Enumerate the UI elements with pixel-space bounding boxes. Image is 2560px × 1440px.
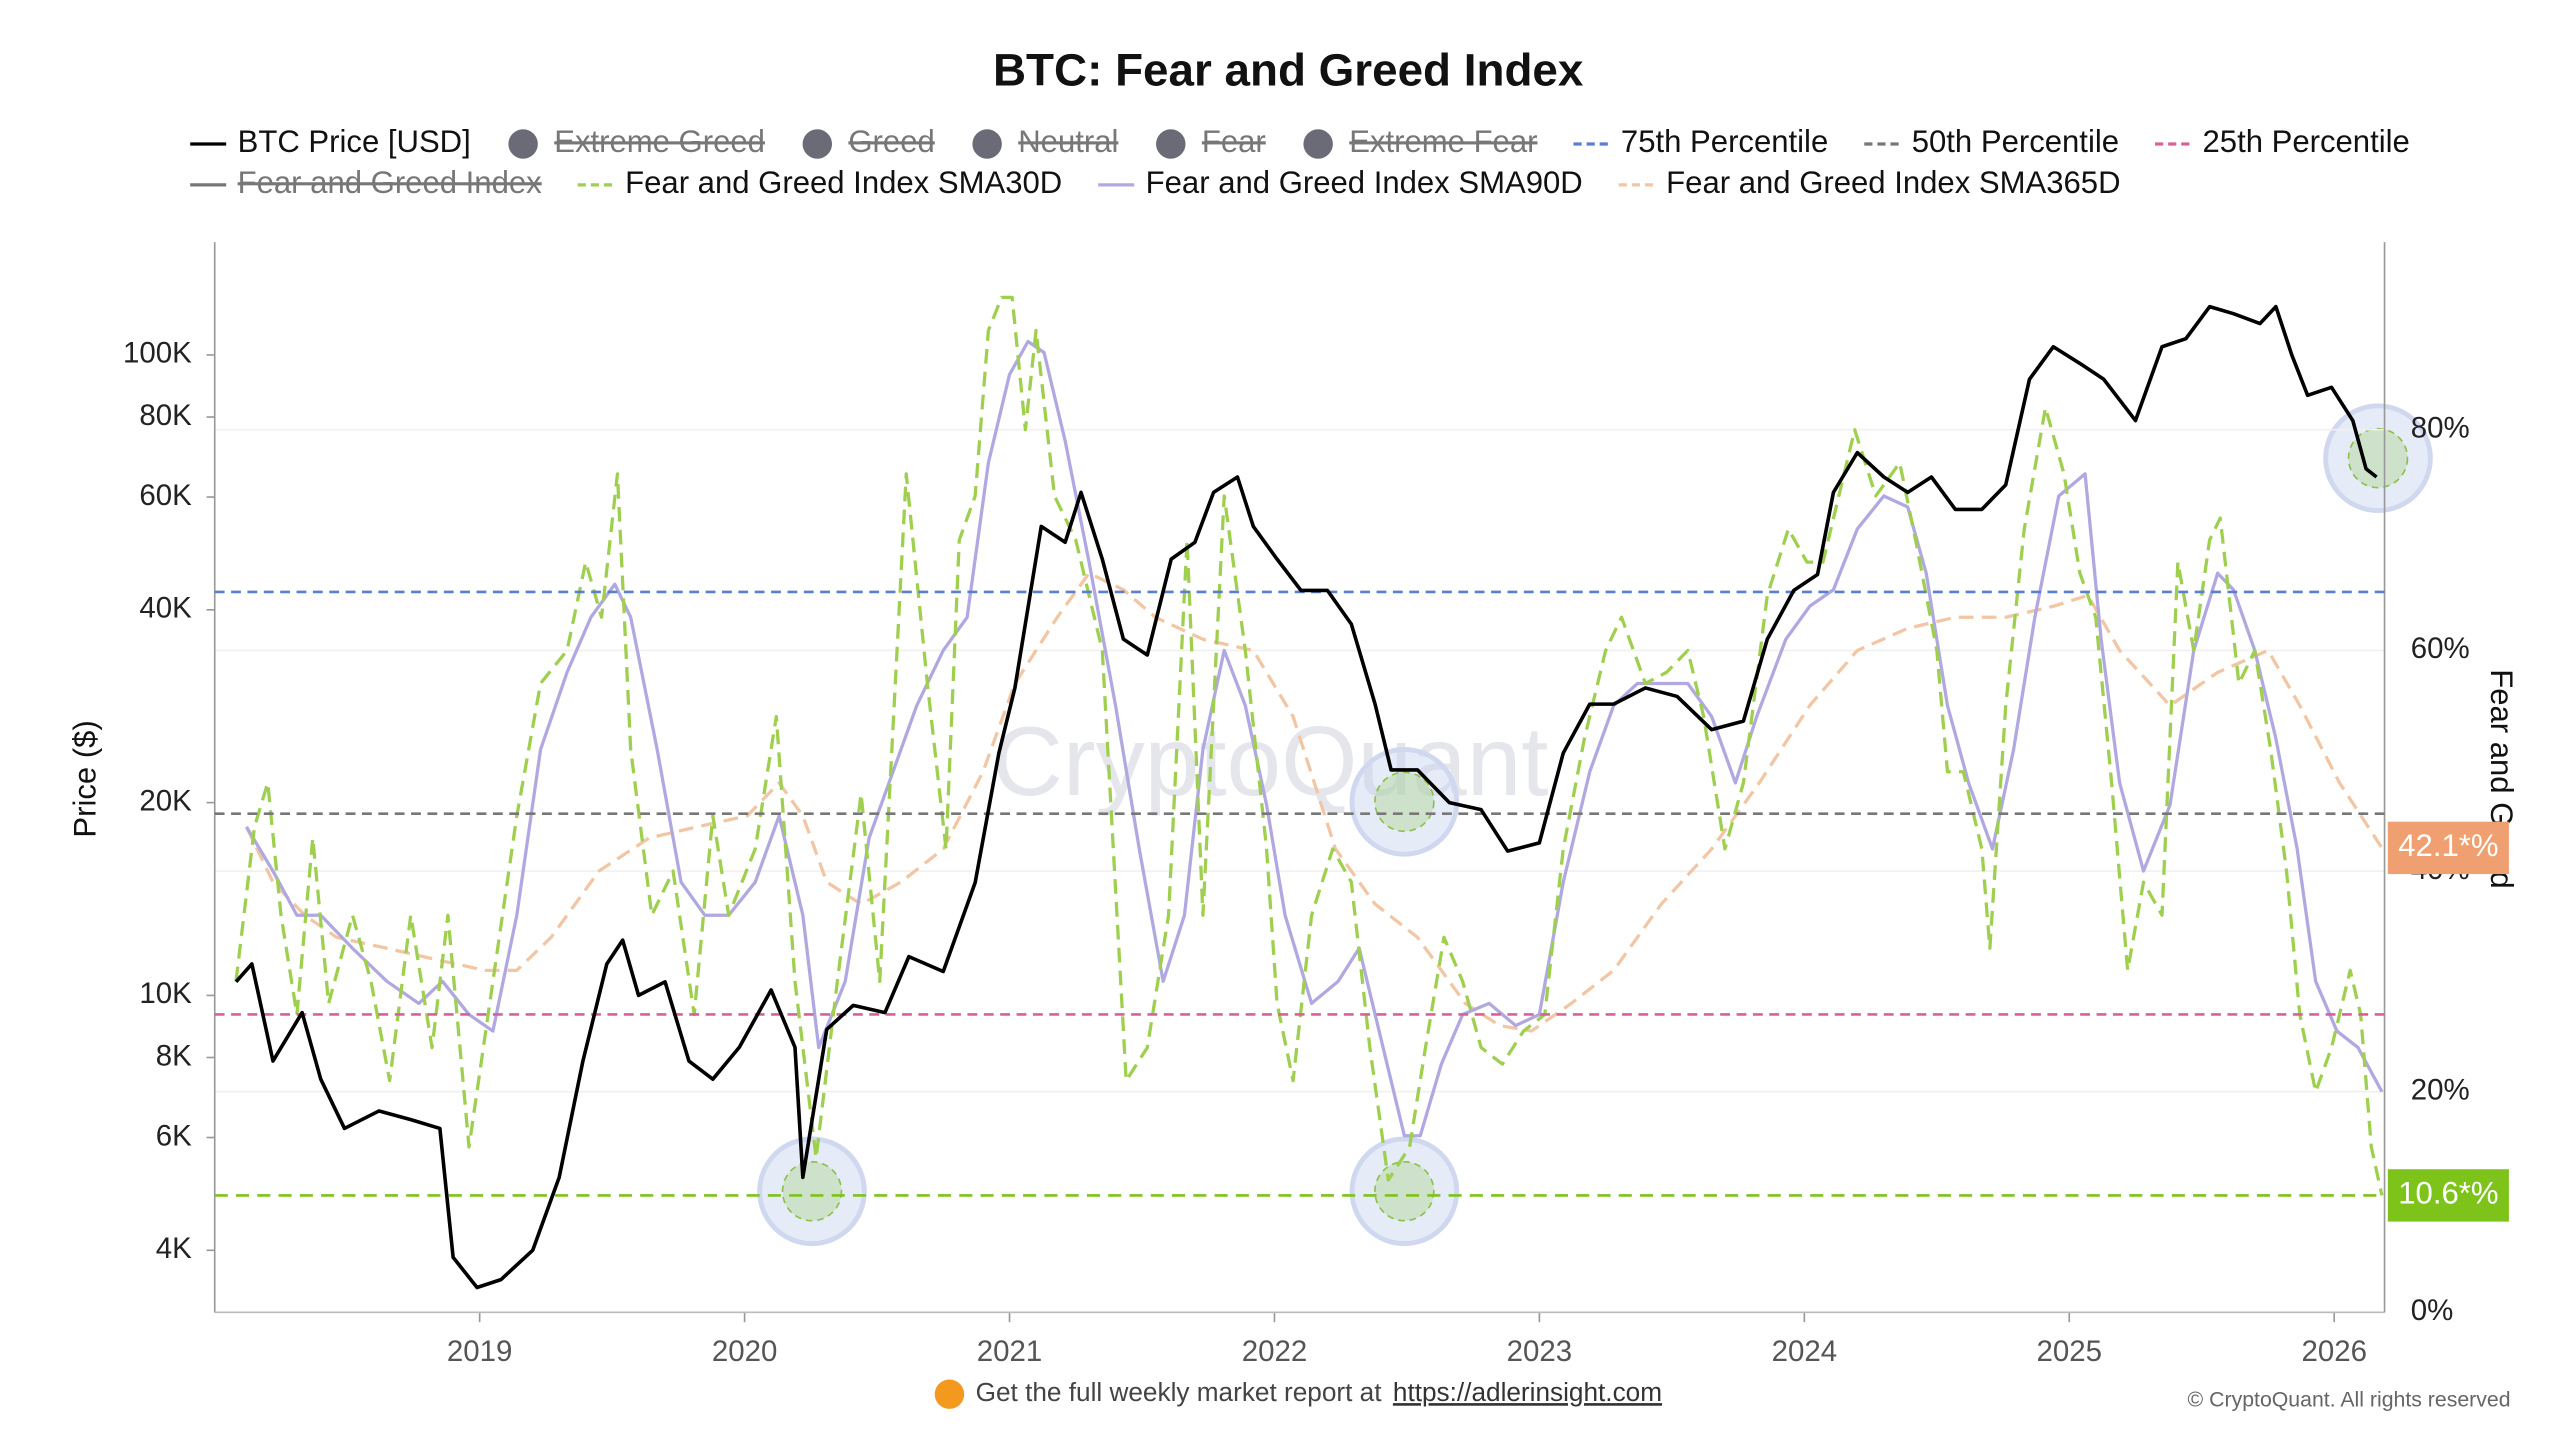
y2-tick-label: 0% <box>2411 1294 2454 1327</box>
legend-item[interactable]: Fear and Greed Index <box>190 165 542 200</box>
legend-item[interactable]: Fear and Greed Index SMA90D <box>1098 165 1583 200</box>
legend-label: 75th Percentile <box>1621 124 1828 159</box>
legend-label: 50th Percentile <box>1912 124 2119 159</box>
legend-label: Greed <box>848 124 934 159</box>
y-tick-label: 8K <box>156 1039 192 1072</box>
y-axis-label: Price ($) <box>67 720 102 837</box>
legend-symbol <box>1303 129 1333 159</box>
footer-icon <box>934 1379 965 1409</box>
series-line <box>234 304 2378 1290</box>
annotation-label: 42.1*% <box>2398 828 2498 863</box>
copyright: © CryptoQuant. All rights reserved <box>2188 1387 2511 1411</box>
legend-item[interactable]: Fear and Greed Index SMA365D <box>1618 165 2121 200</box>
legend-item[interactable]: Extreme Greed <box>508 124 765 159</box>
x-tick-label: 2022 <box>1242 1335 1308 1368</box>
annotation-label: 10.6*% <box>2398 1176 2498 1211</box>
legend-item[interactable]: Neutral <box>972 124 1118 159</box>
y-tick-label: 80K <box>139 399 192 432</box>
legend-label: Fear <box>1202 124 1266 159</box>
legend-label: Extreme Fear <box>1349 124 1537 159</box>
x-tick-label: 2026 <box>2301 1335 2367 1368</box>
legend-label: Fear and Greed Index SMA365D <box>1666 165 2120 200</box>
legend-item[interactable]: BTC Price [USD] <box>190 124 471 159</box>
x-tick-label: 2019 <box>447 1335 512 1368</box>
legend-symbol <box>508 129 538 159</box>
footer-link[interactable]: https://adlerinsight.com <box>1393 1377 1662 1407</box>
legend-label: Extreme Greed <box>554 124 765 159</box>
x-tick-label: 2024 <box>1772 1335 1838 1368</box>
series-line <box>245 339 2384 1138</box>
x-tick-label: 2021 <box>977 1335 1042 1368</box>
y-tick-label: 20K <box>139 784 192 817</box>
legend-symbol <box>802 129 833 159</box>
x-tick-label: 2023 <box>1507 1335 1573 1368</box>
legend-item[interactable]: 25th Percentile <box>2155 124 2410 159</box>
y2-tick-label: 60% <box>2411 632 2470 665</box>
legend-label: 25th Percentile <box>2203 124 2410 159</box>
legend-item[interactable]: 75th Percentile <box>1573 124 1828 159</box>
legend-symbol <box>972 129 1002 159</box>
legend-label: Fear and Greed Index SMA30D <box>625 165 1062 200</box>
watermark: CryptoQuant <box>992 706 1549 816</box>
legend-symbol <box>1156 129 1186 159</box>
legend-item[interactable]: 50th Percentile <box>1864 124 2119 159</box>
series-line <box>234 295 2384 1196</box>
legend-label: Fear and Greed Index <box>238 165 543 200</box>
y-tick-label: 4K <box>156 1232 192 1265</box>
legend-label: BTC Price [USD] <box>238 124 471 159</box>
y-tick-label: 10K <box>139 977 192 1010</box>
highlights <box>757 403 2433 1247</box>
annotation-box <box>2387 1169 2509 1222</box>
legend-label: Neutral <box>1018 124 1118 159</box>
footer-text: Get the full weekly market report at <box>976 1377 1383 1407</box>
y2-tick-label: 80% <box>2411 412 2470 445</box>
y2-tick-label: 20% <box>2411 1073 2470 1106</box>
x-tick-label: 2025 <box>2037 1335 2103 1368</box>
y-tick-label: 6K <box>156 1119 192 1152</box>
x-tick-label: 2020 <box>712 1335 778 1368</box>
legend-item[interactable]: Greed <box>802 124 935 159</box>
y-tick-label: 60K <box>139 479 192 512</box>
y-tick-label: 100K <box>123 337 192 370</box>
grid <box>214 428 2385 1314</box>
legend-item[interactable]: Extreme Fear <box>1303 124 1537 159</box>
y-tick-label: 40K <box>139 592 192 625</box>
chart-title: BTC: Fear and Greed Index <box>993 45 1584 96</box>
legend-item[interactable]: Fear and Greed Index SMA30D <box>577 165 1063 200</box>
legend-label: Fear and Greed Index SMA90D <box>1146 165 1583 200</box>
annotation-box <box>2387 821 2509 875</box>
legend-item[interactable]: Fear <box>1156 124 1266 159</box>
